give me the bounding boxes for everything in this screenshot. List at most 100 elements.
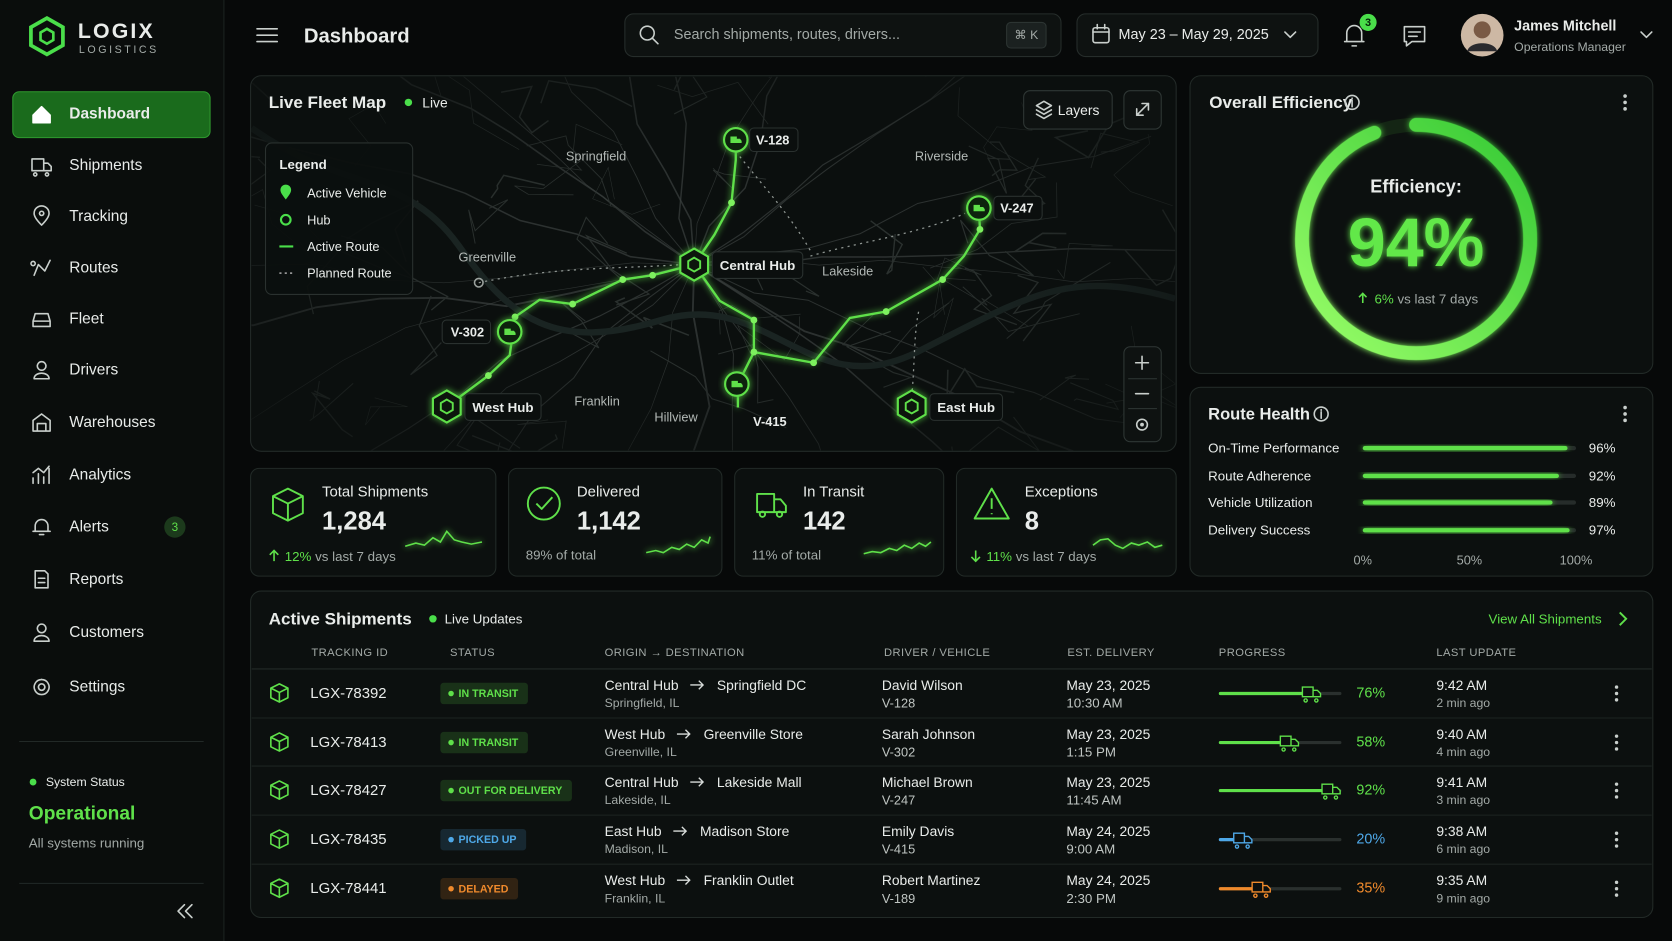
tracking-id[interactable]: LGX-78435 <box>310 831 386 848</box>
nav-item[interactable]: Fleet <box>69 310 104 327</box>
status-pill <box>440 828 527 851</box>
shortcut-text: ⌘ K <box>1014 28 1039 42</box>
row-menu[interactable] <box>1614 782 1619 786</box>
progress-bar <box>1218 691 1313 696</box>
menu-dots[interactable] <box>1623 94 1627 111</box>
hub-marker[interactable] <box>679 247 710 282</box>
row-menu[interactable] <box>1614 685 1619 689</box>
view-all-link[interactable]: View All Shipments <box>1489 611 1602 626</box>
legend-item: Active Route <box>307 239 379 254</box>
hub-marker <box>687 256 702 273</box>
nav-item[interactable]: Settings <box>69 679 125 696</box>
date-box[interactable] <box>1076 13 1319 58</box>
nav-item[interactable]: Tracking <box>69 208 128 225</box>
kpi-label: Exceptions <box>1025 483 1098 500</box>
nav-item[interactable]: Dashboard <box>69 106 150 123</box>
trend-arrow <box>269 549 279 562</box>
waypoint <box>649 271 657 279</box>
origin: East Hub <box>605 823 662 839</box>
row-menu[interactable] <box>1614 788 1619 793</box>
layers-button[interactable] <box>1023 90 1113 130</box>
nav-item[interactable]: Warehouses <box>69 414 155 431</box>
chevron[interactable] <box>1619 611 1628 626</box>
delivery-date: May 23, 2025 <box>1066 726 1150 742</box>
search-icon <box>639 25 655 41</box>
metric-value: 96% <box>1589 441 1616 456</box>
waypoint <box>882 308 890 315</box>
last-update: 9:38 AM <box>1436 823 1487 839</box>
row-menu[interactable] <box>1614 698 1619 702</box>
menu-button[interactable] <box>256 28 279 43</box>
row-menu[interactable] <box>1614 837 1619 842</box>
chevron <box>1284 31 1297 39</box>
row-menu[interactable] <box>1614 887 1619 891</box>
nav-item[interactable]: Customers <box>69 624 144 641</box>
layers-label: Layers <box>1058 102 1100 118</box>
row-menu[interactable] <box>1614 831 1619 835</box>
row-icon <box>270 878 289 899</box>
legend-item: Hub <box>307 212 330 227</box>
calendar-icon <box>1092 23 1110 33</box>
hub-label: West Hub <box>472 400 533 415</box>
hub-label: East Hub <box>937 400 995 415</box>
row-menu[interactable] <box>1614 747 1619 751</box>
date-picker[interactable]: May 23 – May 29, 2025 <box>1076 13 1319 58</box>
sparkline <box>646 536 711 554</box>
progress-bar <box>1218 740 1290 745</box>
date-range: May 23 – May 29, 2025 <box>1119 27 1269 43</box>
user[interactable]: James Mitchell Operations Manager <box>1460 13 1653 57</box>
vehicle-icon <box>973 204 985 212</box>
row-menu[interactable] <box>1614 734 1619 738</box>
info-icon[interactable] <box>1344 94 1360 111</box>
collapse-button[interactable] <box>177 903 193 919</box>
waypoint <box>619 276 627 283</box>
tracking-id[interactable]: LGX-78441 <box>310 880 386 897</box>
kpi-card <box>955 467 1177 577</box>
origin: Central Hub <box>605 774 679 790</box>
zoom-in[interactable] <box>1134 355 1150 370</box>
search-box[interactable] <box>624 13 1062 58</box>
tracking-id[interactable]: LGX-78413 <box>310 734 386 751</box>
info-icon[interactable] <box>1313 406 1329 422</box>
messages-icon[interactable] <box>1403 25 1426 47</box>
nav-item[interactable]: Drivers <box>69 362 118 379</box>
delivery-time: 11:45 AM <box>1066 793 1121 808</box>
nav-icon <box>33 205 50 226</box>
nav-item[interactable]: Reports <box>69 571 123 588</box>
row-menu[interactable] <box>1614 893 1619 897</box>
nav-item[interactable]: Analytics <box>69 466 131 483</box>
active-routes <box>446 139 982 408</box>
truck-icon <box>775 510 784 518</box>
check-icon <box>535 496 554 510</box>
row-menu[interactable] <box>1614 691 1619 696</box>
nav-item[interactable]: Routes <box>69 259 118 276</box>
nav-active <box>12 91 211 139</box>
nav: Dashboard Shipments Tracking Routes Fleet Dri… <box>12 91 211 696</box>
hub-marker[interactable] <box>896 389 927 424</box>
tick-label: 0% <box>1354 553 1372 568</box>
bell-icon[interactable] <box>1343 24 1365 47</box>
nav-item[interactable]: Shipments <box>69 157 142 174</box>
planned-routes <box>478 151 966 397</box>
menu-dots[interactable] <box>1623 405 1627 423</box>
hub-marker[interactable] <box>431 389 462 424</box>
tracking-id[interactable]: LGX-78392 <box>310 685 386 702</box>
kpi-label: Delivered <box>577 483 640 500</box>
row-menu[interactable] <box>1614 795 1619 799</box>
kpi-value: 1,142 <box>577 508 641 536</box>
layers-button[interactable]: Layers <box>1023 90 1113 130</box>
status-pill <box>440 682 528 705</box>
nav-item[interactable]: Alerts <box>69 519 109 536</box>
table-title: Active Shipments <box>269 609 412 628</box>
row-menu[interactable] <box>1614 880 1619 885</box>
progress-truck <box>1301 686 1322 703</box>
search[interactable]: Search shipments, routes, drivers... ⌘ K <box>624 13 1062 58</box>
locate[interactable] <box>1135 418 1149 431</box>
notifications[interactable]: 3 <box>1343 13 1377 47</box>
tracking-id[interactable]: LGX-78427 <box>310 782 386 799</box>
row-menu[interactable] <box>1614 740 1619 745</box>
row-menu[interactable] <box>1614 844 1619 848</box>
shipments-table: TRACKING ID STATUS ORIGIN → DESTINATION DRI… <box>251 647 1652 906</box>
waypoint <box>511 313 519 321</box>
